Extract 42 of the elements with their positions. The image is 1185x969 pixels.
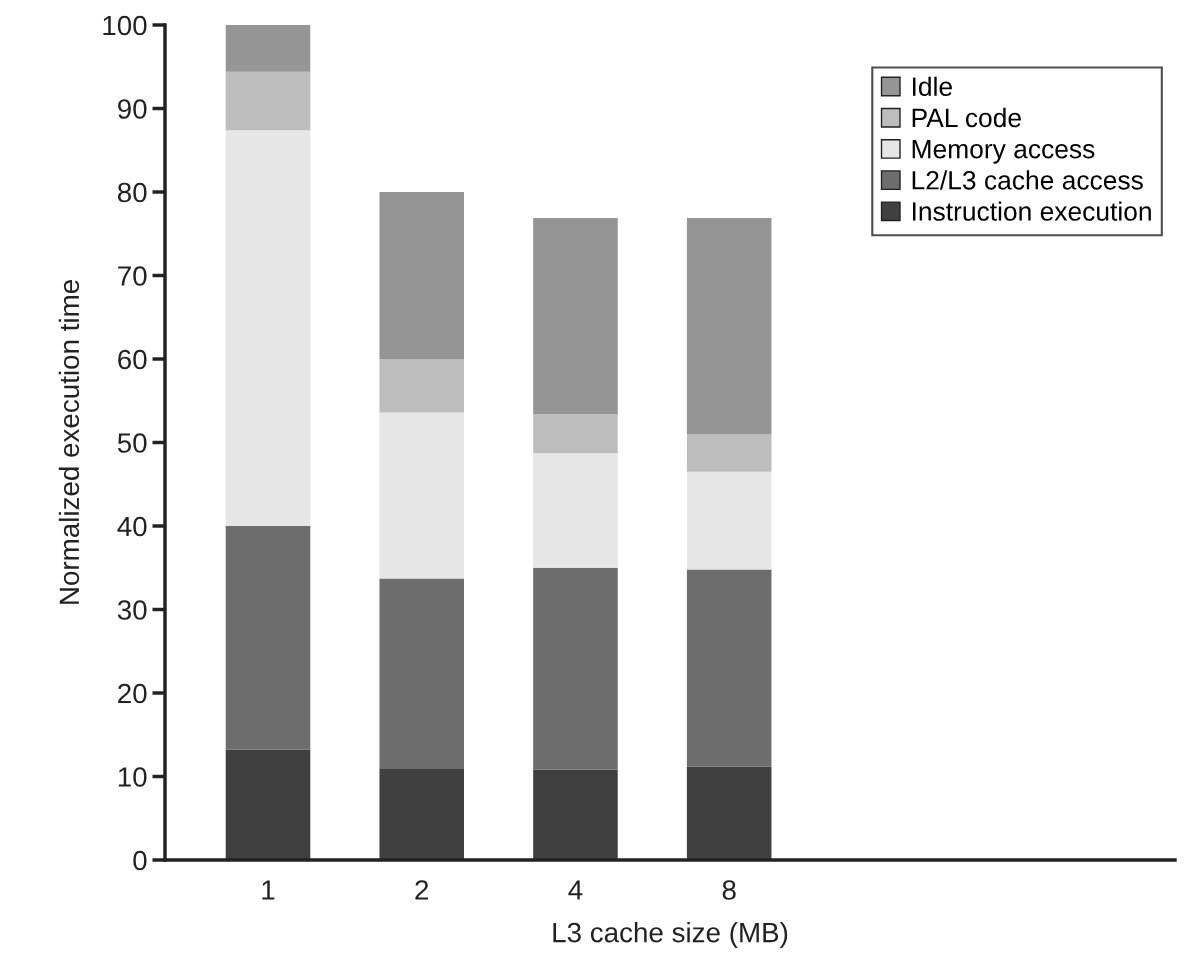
bar [225,749,311,860]
bar [379,412,464,579]
bar [533,453,618,568]
legend-label: PAL code [912,107,1021,128]
x-tick-label: 1 [262,880,275,900]
bar [533,414,618,454]
bar [379,768,464,860]
legend-label: Memory access [912,140,1095,164]
bar [533,769,618,860]
y-tick-label: 60 [118,349,147,370]
bar [533,567,618,770]
bar [225,25,311,72]
y-tick-label: 90 [118,99,147,119]
bar [686,217,772,435]
legend-label: L2/L3 cache access [912,170,1143,190]
x-tick-label: 2 [415,880,429,900]
y-axis-title: Normalized execution time [58,280,80,604]
y-tick-label: 40 [117,516,147,537]
x-tick-label: 8 [722,880,736,900]
bar [225,526,311,750]
y-tick-label: 0 [133,850,147,871]
y-tick-label: 10 [118,767,147,787]
y-tick-label: 20 [118,683,147,704]
bar [686,569,772,767]
legend-label: Idle [912,76,952,97]
bar [533,217,618,415]
x-tick-label: 4 [568,880,583,900]
y-tick-label: 70 [118,266,147,286]
bar [686,434,772,472]
bar [379,578,464,769]
bar [686,766,772,860]
y-tick-label: 80 [117,182,147,203]
legend-label: Instruction execution [912,201,1151,221]
y-tick-label: 30 [117,600,147,620]
x-axis-title: L3 cache size (MB) [553,922,788,948]
bar [686,471,772,570]
bar [379,359,464,413]
bar [225,130,311,526]
y-tick-label: 50 [117,433,147,453]
bar [379,192,464,359]
y-tick-label: 100 [103,15,147,36]
bar [225,71,311,131]
